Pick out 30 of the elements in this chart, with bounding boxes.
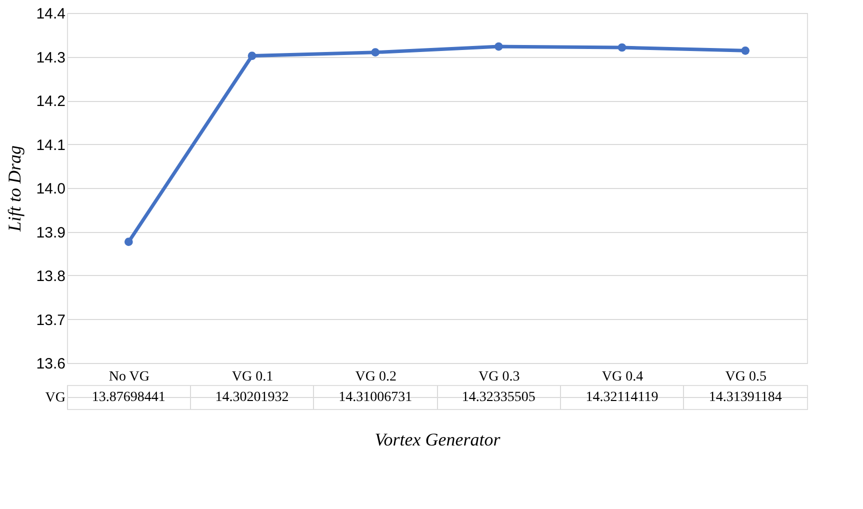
- x-axis-title: Vortex Generator: [374, 430, 502, 450]
- y-tick-label: 13.7: [36, 312, 66, 329]
- text: VG: [45, 390, 66, 406]
- point: [741, 46, 750, 55]
- x-tick-label: VG 0.1: [232, 370, 274, 384]
- y-tick-label: 14.3: [36, 49, 66, 66]
- x-tick-label: VG 0.2: [355, 370, 396, 384]
- y-tick-label: 14.0: [36, 180, 66, 198]
- y-tick-label: 14.1: [36, 136, 66, 154]
- point: [494, 42, 503, 51]
- data-label: 14.32335505: [462, 390, 536, 405]
- y-tick-label: 13.6: [36, 356, 66, 372]
- x-tick-label: No VG: [108, 370, 150, 384]
- y-tick-label: 14.4: [36, 6, 66, 22]
- x-tick-label: VG 0.4: [602, 370, 644, 384]
- y-tick-label: 13.8: [36, 268, 66, 285]
- y-tick-label: 14.2: [36, 93, 66, 110]
- data-label: 13.87698441: [92, 390, 166, 405]
- point: [371, 48, 380, 57]
- data-label: 14.30201932: [215, 390, 289, 405]
- x-tick-label: VG 0.3: [478, 370, 520, 384]
- point: [618, 43, 626, 52]
- data-label: 14.31391184: [708, 390, 782, 405]
- y-axis-title: Lift to Drag: [4, 145, 24, 233]
- y-tick-label: 13.9: [36, 224, 66, 242]
- data-label: 14.32114119: [586, 390, 658, 405]
- x-tick-label: VG 0.5: [725, 370, 766, 384]
- point: [124, 238, 133, 246]
- point: [248, 52, 256, 60]
- data-label: 14.31006731: [338, 390, 412, 405]
